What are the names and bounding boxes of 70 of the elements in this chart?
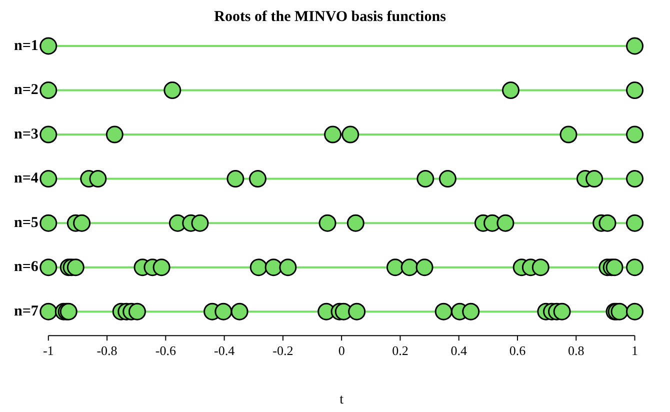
point: [230, 302, 248, 320]
point: [342, 126, 360, 144]
point: [560, 126, 578, 144]
point: [40, 126, 58, 144]
point: [106, 126, 124, 144]
x-tick-label: 1: [632, 342, 638, 358]
x-tick-label: -0.4: [214, 342, 236, 358]
point: [89, 170, 107, 188]
point: [438, 170, 456, 188]
point: [40, 214, 58, 232]
point: [496, 214, 514, 232]
x-tick-label: 0.2: [392, 342, 408, 358]
point: [279, 258, 297, 276]
point: [434, 302, 452, 320]
point: [416, 258, 434, 276]
point: [346, 214, 364, 232]
x-tick-label: -0.6: [155, 342, 176, 358]
point: [386, 258, 404, 276]
point: [40, 37, 58, 55]
point: [626, 126, 644, 144]
point: [226, 170, 244, 188]
y-tick-label: n=3: [14, 126, 38, 142]
point: [626, 82, 644, 100]
x-tick-label: -0.2: [272, 342, 294, 358]
point: [324, 126, 342, 144]
point: [606, 258, 624, 276]
point: [610, 302, 628, 320]
point: [40, 82, 58, 100]
point: [128, 302, 146, 320]
point: [626, 302, 644, 320]
point: [626, 258, 644, 276]
point: [416, 170, 434, 188]
point: [400, 258, 418, 276]
chart-title: Roots of the MINVO basis functions: [214, 8, 446, 25]
x-tick-label: -0.8: [96, 342, 118, 358]
point: [348, 302, 366, 320]
x-tick-label: 0.6: [509, 342, 526, 358]
point: [164, 82, 182, 100]
point: [626, 170, 644, 188]
x-tick-label: -1: [42, 342, 54, 358]
point: [598, 214, 616, 232]
y-tick-label: n=2: [14, 82, 38, 98]
point: [626, 37, 644, 55]
point: [191, 214, 209, 232]
point: [502, 82, 520, 100]
point: [318, 214, 336, 232]
point: [40, 302, 58, 320]
point: [553, 302, 571, 320]
x-tick-label: 0.8: [568, 342, 584, 358]
point: [66, 258, 84, 276]
point: [248, 170, 266, 188]
x-axis-title: t: [340, 392, 344, 408]
y-tick-label: n=7: [14, 303, 39, 320]
point: [264, 258, 282, 276]
point: [152, 258, 170, 276]
x-tick-label: 0: [338, 342, 345, 358]
point: [73, 214, 91, 232]
point: [40, 170, 58, 188]
point: [586, 170, 604, 188]
y-tick-label: n=6: [14, 259, 39, 276]
point: [40, 258, 58, 276]
point: [626, 214, 644, 232]
y-tick-label: n=5: [14, 214, 38, 231]
y-tick-label: n=1: [14, 38, 38, 54]
y-tick-label: n=4: [14, 170, 39, 187]
point: [532, 258, 550, 276]
point: [214, 302, 232, 320]
point: [250, 258, 268, 276]
x-tick-label: 0.4: [450, 342, 468, 358]
point: [462, 302, 480, 320]
